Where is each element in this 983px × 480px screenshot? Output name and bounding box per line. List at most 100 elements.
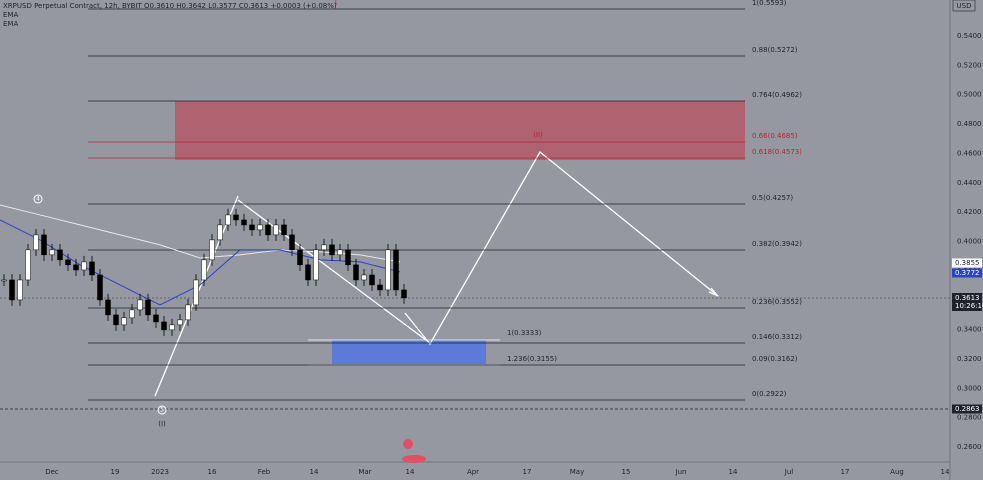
time-axis-label: Jun (675, 468, 687, 476)
candle (169, 324, 175, 331)
event-icon[interactable] (402, 455, 426, 463)
candle (265, 224, 271, 236)
supply-zone (175, 101, 745, 160)
time-axis-label: 14 (310, 468, 319, 476)
time-axis-label: 14 (406, 468, 415, 476)
candle (153, 314, 159, 323)
price-axis-label: 0.2600 (957, 443, 982, 451)
candle (113, 314, 119, 326)
wave-label: (I) (158, 420, 166, 428)
wave-label: (II) (533, 131, 543, 139)
candle (193, 279, 199, 306)
time-axis-label: 16 (208, 468, 217, 476)
fib-label: 0.66(0.4685) (752, 132, 798, 140)
extension-label: 1.236(0.3155) (507, 355, 557, 363)
candle (177, 319, 183, 326)
candle (289, 234, 295, 251)
wave-label: 4 (36, 196, 40, 203)
candle (105, 299, 111, 316)
candle (17, 279, 23, 301)
time-axis-label: 2023 (151, 468, 169, 476)
candle (33, 234, 39, 251)
candle (257, 224, 263, 231)
indicator-label: EMA (3, 20, 18, 28)
price-axis-label: 0.5400 (957, 32, 982, 40)
price-tag-label: 0.3772 (955, 269, 980, 277)
wave-label: 5 (160, 407, 164, 414)
price-tag-label: 0.3855 (955, 259, 980, 267)
time-axis-label: Aug (890, 468, 904, 476)
price-tag-label: 0.3613 (955, 294, 980, 302)
candle (137, 299, 143, 311)
currency-box[interactable] (952, 0, 976, 12)
candle (41, 234, 47, 256)
candle (49, 249, 55, 256)
marker: ↓ (333, 0, 339, 7)
candle (65, 259, 71, 266)
price-axis-label: 0.2800 (957, 414, 982, 422)
fib-label: 1(0.5593) (752, 0, 787, 7)
indicator-label: EMA (3, 11, 18, 19)
candle (25, 249, 31, 281)
fib-label: 0.764(0.4962) (752, 91, 802, 99)
candle (145, 299, 151, 316)
event-icon[interactable] (403, 439, 413, 449)
time-axis-label: 14 (729, 468, 738, 476)
fib-label: 0.88(0.5272) (752, 46, 798, 54)
candle (201, 259, 207, 281)
candle (377, 284, 383, 291)
time-axis-label: Dec (45, 468, 59, 476)
candle (161, 321, 167, 331)
currency[interactable]: USD (957, 2, 972, 10)
candle (393, 249, 399, 291)
countdown-label: 10:26:10 (955, 302, 983, 310)
candle (89, 261, 95, 276)
candle (369, 274, 375, 286)
time-axis-label: 17 (523, 468, 532, 476)
candle (273, 224, 279, 236)
candle (225, 214, 231, 226)
fib-label: 0.618(0.4573) (752, 148, 802, 156)
time-axis-label: Jul (784, 468, 794, 476)
ema-line (0, 219, 401, 306)
time-axis-label: 19 (111, 468, 120, 476)
price-tag-label: 0.2863 (955, 405, 980, 413)
price-axis-label: 0.5000 (957, 91, 982, 99)
fib-label: 0(0.2922) (752, 390, 787, 398)
candle (329, 244, 335, 256)
time-axis-label: Apr (467, 468, 479, 476)
candle (313, 249, 319, 281)
candle (297, 249, 303, 266)
candle (321, 244, 327, 251)
candle (129, 309, 135, 319)
candle (9, 279, 15, 301)
candle (281, 224, 287, 236)
candle (241, 219, 247, 226)
wave-circle (157, 405, 167, 415)
time-axis-label: 15 (622, 468, 631, 476)
arrow-head (708, 287, 719, 297)
candle (345, 249, 351, 266)
candle (185, 304, 191, 321)
candle (233, 214, 239, 221)
price-tag (952, 268, 982, 278)
wave-circle (33, 194, 43, 204)
extension-label: 1(0.3333) (507, 329, 542, 337)
candle (73, 264, 79, 271)
fib-label: 0.382(0.3942) (752, 240, 802, 248)
candle (361, 274, 367, 281)
price-tag (952, 404, 982, 414)
candle (1, 279, 7, 282)
candle (97, 274, 103, 301)
time-axis-label: May (570, 468, 584, 476)
price-axis-label: 0.4400 (957, 179, 982, 187)
price-tag (952, 293, 982, 311)
candle (337, 249, 343, 256)
fib-label: 0.09(0.3162) (752, 355, 798, 363)
fib-label: 0.146(0.3312) (752, 333, 802, 341)
price-axis-label: 0.4000 (957, 238, 982, 246)
time-axis-label: 14 (941, 468, 950, 476)
fib-label: 0.236(0.3552) (752, 298, 802, 306)
